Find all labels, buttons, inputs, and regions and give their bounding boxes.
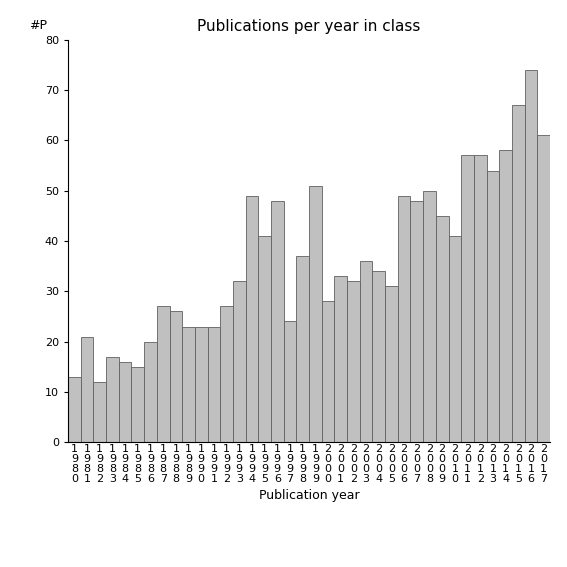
Bar	[94, 382, 106, 442]
Bar	[144, 341, 157, 442]
Bar	[538, 136, 550, 442]
Bar	[271, 201, 284, 442]
Bar	[411, 201, 423, 442]
Bar	[436, 216, 448, 442]
Bar	[170, 311, 182, 442]
Bar	[347, 281, 359, 442]
Bar	[246, 196, 259, 442]
Bar	[486, 171, 500, 442]
Bar	[220, 306, 233, 442]
Bar	[448, 236, 461, 442]
Bar	[398, 196, 411, 442]
Bar	[385, 286, 398, 442]
Bar	[335, 276, 347, 442]
X-axis label: Publication year: Publication year	[259, 489, 359, 502]
Text: #P: #P	[29, 19, 48, 32]
Bar	[182, 327, 195, 442]
Bar	[81, 337, 94, 442]
Bar	[68, 377, 81, 442]
Bar	[500, 150, 512, 442]
Bar	[373, 271, 385, 442]
Bar	[309, 185, 321, 442]
Bar	[297, 256, 309, 442]
Bar	[359, 261, 373, 442]
Bar	[423, 191, 436, 442]
Bar	[461, 155, 474, 442]
Bar	[233, 281, 246, 442]
Bar	[195, 327, 208, 442]
Bar	[106, 357, 119, 442]
Bar	[512, 105, 524, 442]
Bar	[259, 236, 271, 442]
Bar	[157, 306, 170, 442]
Bar	[474, 155, 486, 442]
Title: Publications per year in class: Publications per year in class	[197, 19, 421, 35]
Bar	[284, 321, 297, 442]
Bar	[208, 327, 220, 442]
Bar	[132, 367, 144, 442]
Bar	[524, 70, 538, 442]
Bar	[119, 362, 132, 442]
Bar	[321, 302, 335, 442]
